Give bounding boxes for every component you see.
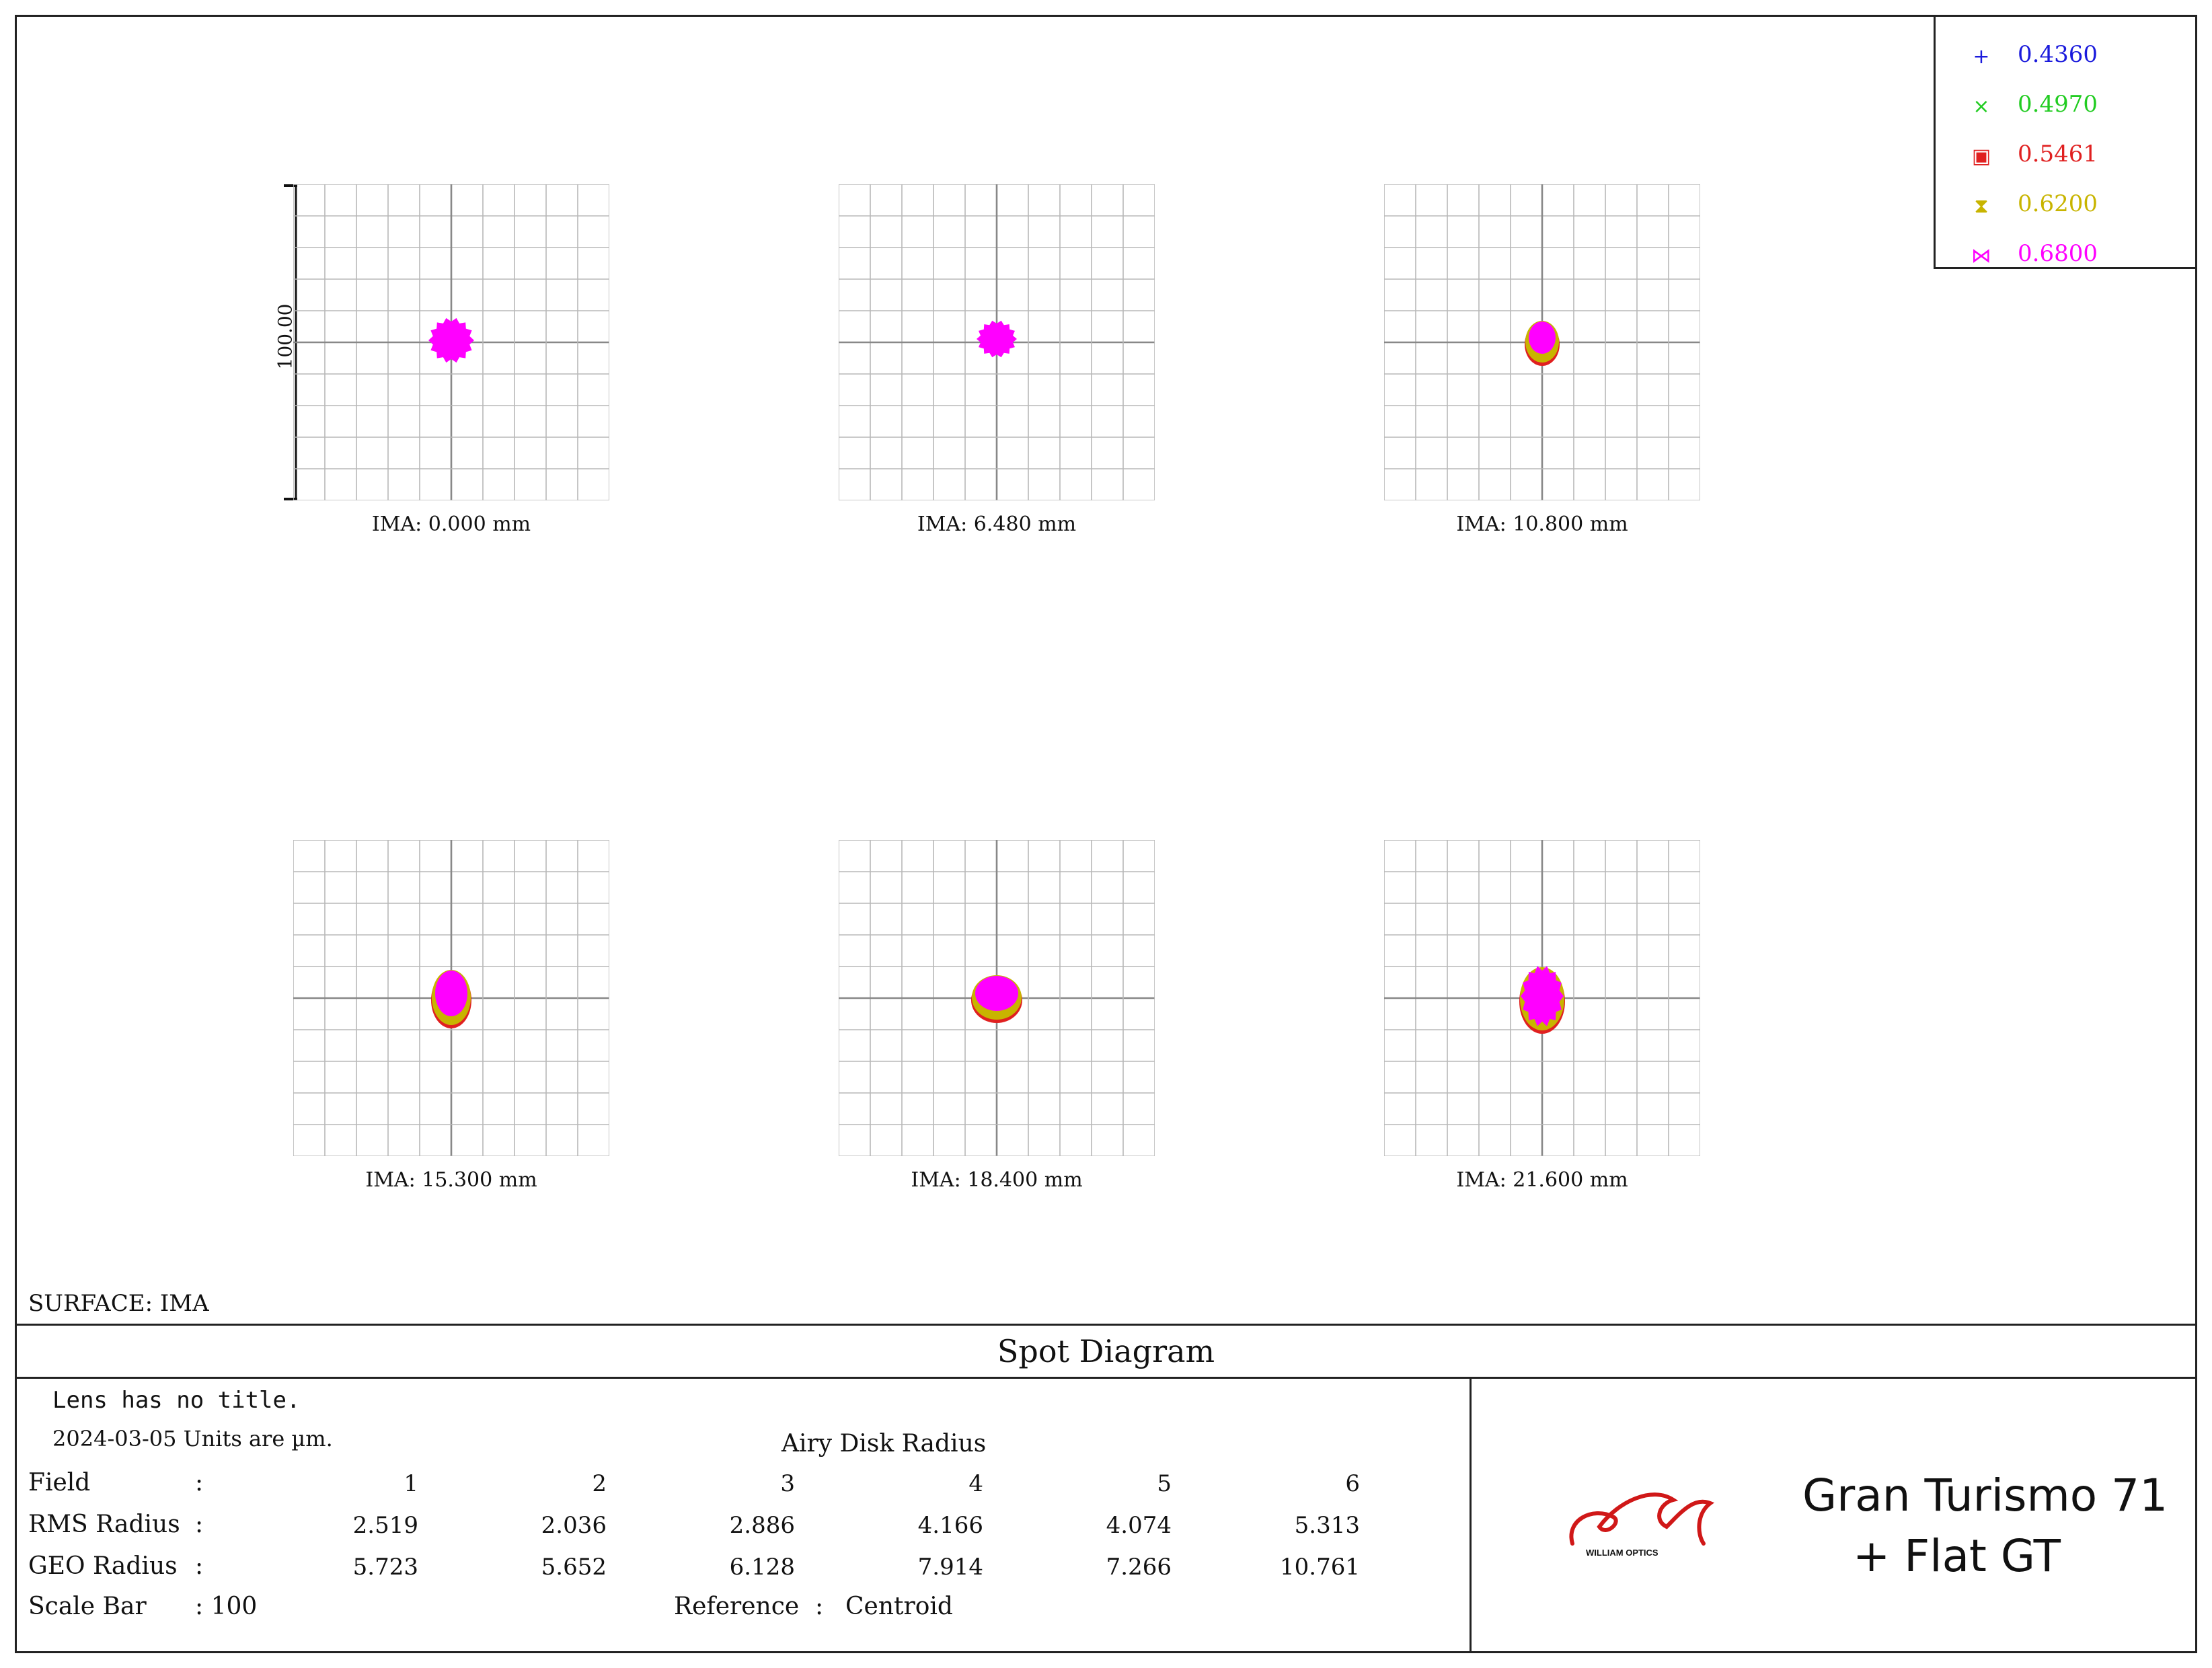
- reference-value: Centroid: [845, 1593, 953, 1620]
- info-table: Lens has no title. 2024-03-05 Units are …: [15, 1379, 1471, 1653]
- field-label: IMA: 6.480 mm: [917, 513, 1077, 536]
- legend-label: 0.6200: [2018, 190, 2098, 217]
- legend-label: 0.4970: [2018, 91, 2098, 118]
- rms-value: 2.036: [541, 1512, 607, 1539]
- spot-panel-field-1: [293, 184, 609, 500]
- field-number: 4: [968, 1470, 983, 1497]
- spot-cluster: [975, 976, 1018, 1011]
- field-number: 6: [1345, 1470, 1360, 1497]
- spot-panel-field-6: [1384, 840, 1700, 1156]
- svg-text:WILLIAM OPTICS: WILLIAM OPTICS: [1586, 1548, 1658, 1558]
- colon: :: [195, 1511, 204, 1538]
- spot-cluster: [1529, 321, 1556, 354]
- legend-entry: ⧗ 0.6200: [1936, 184, 2195, 231]
- colon: :: [815, 1593, 824, 1620]
- square-marker-icon: ▣: [1971, 145, 1991, 168]
- geo-value: 5.652: [541, 1554, 607, 1581]
- bowtie-marker-icon: ⋈: [1971, 244, 1991, 268]
- legend-entry: ⋈ 0.6800: [1936, 233, 2195, 280]
- geo-row-label: GEO Radius: [28, 1552, 178, 1580]
- spot-cluster: [977, 320, 1017, 358]
- reference-label: Reference: [674, 1593, 800, 1620]
- date-units: 2024-03-05 Units are µm.: [52, 1426, 333, 1451]
- field-label: IMA: 10.800 mm: [1456, 513, 1628, 536]
- product-name-line-1: Gran Turismo 71: [1802, 1470, 2168, 1521]
- spot-panel-field-5: [839, 840, 1155, 1156]
- field-number: 3: [780, 1470, 795, 1497]
- legend-label: 0.4360: [2018, 41, 2098, 68]
- geo-value: 7.266: [1106, 1554, 1172, 1581]
- spot-cluster: [428, 317, 474, 363]
- cross-marker-icon: ×: [1973, 95, 1990, 118]
- plot-frame: [15, 15, 2197, 1653]
- spot-panel-field-2: [839, 184, 1155, 500]
- hourglass-marker-icon: ⧗: [1974, 194, 1989, 218]
- rms-value: 5.313: [1294, 1512, 1360, 1539]
- geo-value: 7.914: [917, 1554, 983, 1581]
- rms-value: 4.166: [917, 1512, 983, 1539]
- plus-marker-icon: +: [1973, 45, 1990, 69]
- field-number: 5: [1157, 1470, 1172, 1497]
- field-label: IMA: 18.400 mm: [911, 1168, 1083, 1192]
- legend-entry: × 0.4970: [1936, 84, 2195, 131]
- field-label: IMA: 21.600 mm: [1456, 1168, 1628, 1192]
- field-label: IMA: 15.300 mm: [365, 1168, 537, 1192]
- field-row-label: Field: [28, 1469, 91, 1496]
- spot-cluster: [1521, 966, 1564, 1026]
- geo-value: 6.128: [729, 1554, 795, 1581]
- legend-entry: + 0.4360: [1936, 34, 2195, 81]
- colon: :: [195, 1469, 204, 1496]
- scale-row-label: Scale Bar: [28, 1593, 147, 1620]
- logo-box: WILLIAM OPTICS: [1470, 1379, 2197, 1653]
- surface-label: SURFACE: IMA: [28, 1290, 209, 1317]
- geo-value: 10.761: [1280, 1554, 1360, 1581]
- product-name-line-2: + Flat GT: [1853, 1530, 2061, 1582]
- lens-title: Lens has no title.: [52, 1387, 301, 1414]
- rms-value: 2.886: [729, 1512, 795, 1539]
- field-number: 1: [404, 1470, 418, 1497]
- scale-value: : 100: [195, 1593, 258, 1620]
- diagram-title: Spot Diagram: [15, 1324, 2197, 1379]
- william-optics-logo-icon: WILLIAM OPTICS: [1569, 1492, 1715, 1558]
- field-label: IMA: 0.000 mm: [371, 513, 531, 536]
- rms-value: 4.074: [1106, 1512, 1172, 1539]
- rms-value: 2.519: [352, 1512, 418, 1539]
- wavelength-legend: + 0.4360 × 0.4970 ▣ 0.5461 ⧗ 0.6200 ⋈ 0.…: [1934, 15, 2197, 269]
- legend-label: 0.5461: [2018, 141, 2098, 167]
- spot-panel-field-3: [1384, 184, 1700, 500]
- field-number: 2: [592, 1470, 607, 1497]
- legend-entry: ▣ 0.5461: [1936, 134, 2195, 181]
- airy-disk-label: Airy Disk Radius: [781, 1430, 987, 1457]
- spot-cluster: [435, 971, 467, 1016]
- legend-label: 0.6800: [2018, 240, 2098, 267]
- geo-value: 5.723: [352, 1554, 418, 1581]
- rms-row-label: RMS Radius: [28, 1511, 180, 1538]
- spot-panel-field-4: [293, 840, 609, 1156]
- colon: :: [195, 1552, 204, 1580]
